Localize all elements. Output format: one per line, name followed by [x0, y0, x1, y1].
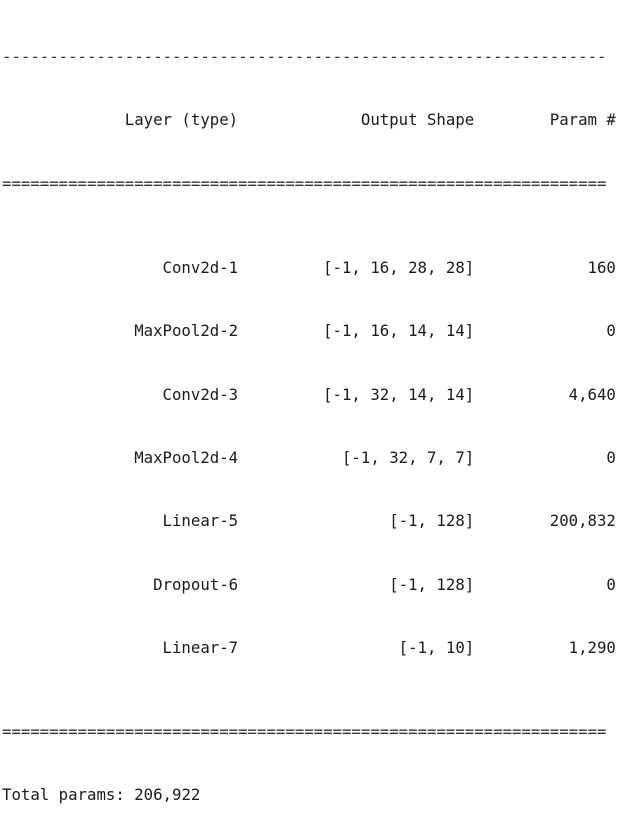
layer-name: Linear-5 [162, 511, 239, 531]
layer-name: Conv2d-3 [162, 384, 239, 404]
table-row: Linear-5 [-1, 128] 200,832 [2, 510, 616, 531]
total-params: Total params: 206,922 [2, 785, 201, 805]
table-row: Conv2d-1 [-1, 16, 28, 28] 160 [2, 257, 616, 278]
layer-name: MaxPool2d-4 [134, 447, 239, 467]
table-row: Conv2d-3 [-1, 32, 14, 14] 4,640 [2, 384, 616, 405]
param-count-header: Param # [549, 110, 616, 130]
output-shape: [-1, 128] [389, 574, 475, 594]
output-shape: [-1, 10] [398, 637, 475, 657]
param-count: 1,290 [568, 637, 616, 657]
table-header-row: Layer (type) Output Shape Param # [2, 109, 616, 130]
footer-equals-separator: ========================================… [2, 722, 607, 742]
output-shape: [-1, 16, 28, 28] [323, 258, 475, 278]
top-dash-separator: ----------------------------------------… [2, 47, 607, 67]
output-shape: [-1, 16, 14, 14] [323, 321, 475, 341]
output-shape: [-1, 128] [389, 511, 475, 531]
layer-name: Conv2d-1 [162, 258, 239, 278]
param-count: 0 [606, 321, 616, 341]
table-row: Linear-7 [-1, 10] 1,290 [2, 637, 616, 658]
layer-name: MaxPool2d-2 [134, 321, 239, 341]
table-row: Dropout-6 [-1, 128] 0 [2, 574, 616, 595]
table-row: MaxPool2d-2 [-1, 16, 14, 14] 0 [2, 320, 616, 341]
param-count: 0 [606, 447, 616, 467]
header-equals-separator: ========================================… [2, 173, 607, 193]
param-count: 200,832 [549, 511, 616, 531]
layer-type-header: Layer (type) [124, 110, 239, 130]
output-shape: [-1, 32, 7, 7] [341, 447, 475, 467]
model-summary-output: ----------------------------------------… [2, 4, 616, 824]
param-count: 0 [606, 574, 616, 594]
param-count: 160 [587, 258, 616, 278]
layer-name: Dropout-6 [153, 574, 239, 594]
param-count: 4,640 [568, 384, 616, 404]
layer-name: Linear-7 [162, 637, 239, 657]
output-shape: [-1, 32, 14, 14] [323, 384, 475, 404]
table-row: MaxPool2d-4 [-1, 32, 7, 7] 0 [2, 447, 616, 468]
output-shape-header: Output Shape [360, 110, 475, 130]
